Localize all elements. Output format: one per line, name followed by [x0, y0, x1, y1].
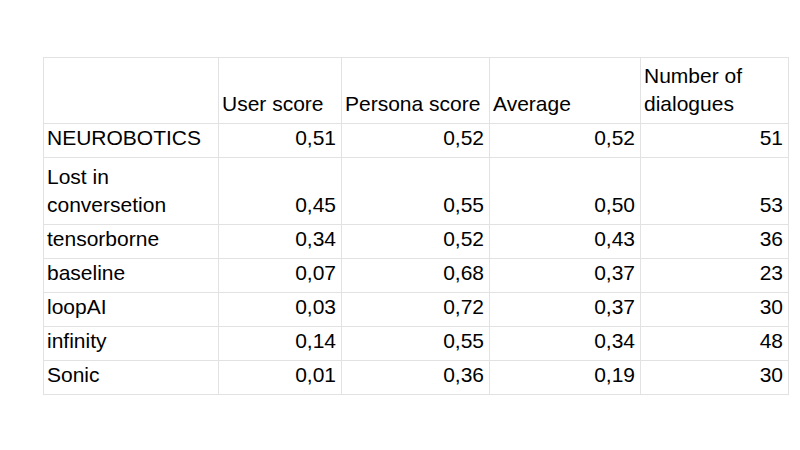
cell-average: 0,37	[490, 293, 641, 327]
page-background: User score Persona score Average Number …	[0, 0, 800, 450]
cell-average: 0,52	[490, 124, 641, 158]
cell-dialogues: 51	[641, 124, 789, 158]
header-cell-dialogues: Number of dialogues	[641, 58, 789, 124]
table-row: Lost in conversetion 0,45 0,55 0,50 53	[44, 158, 789, 225]
header-row: User score Persona score Average Number …	[44, 58, 789, 124]
cell-user-score: 0,45	[219, 158, 342, 225]
cell-persona-score: 0,52	[342, 225, 490, 259]
cell-team-name: baseline	[44, 259, 219, 293]
table-row: tensorborne 0,34 0,52 0,43 36	[44, 225, 789, 259]
table-row: infinity 0,14 0,55 0,34 48	[44, 327, 789, 361]
cell-average: 0,43	[490, 225, 641, 259]
cell-user-score: 0,01	[219, 361, 342, 395]
cell-dialogues: 23	[641, 259, 789, 293]
cell-average: 0,34	[490, 327, 641, 361]
cell-dialogues: 30	[641, 361, 789, 395]
cell-persona-score: 0,52	[342, 124, 490, 158]
cell-user-score: 0,14	[219, 327, 342, 361]
cell-dialogues: 36	[641, 225, 789, 259]
cell-dialogues: 53	[641, 158, 789, 225]
cell-persona-score: 0,36	[342, 361, 490, 395]
cell-team-name: tensorborne	[44, 225, 219, 259]
table-row: NEUROBOTICS 0,51 0,52 0,52 51	[44, 124, 789, 158]
cell-team-name: infinity	[44, 327, 219, 361]
table-row: loopAI 0,03 0,72 0,37 30	[44, 293, 789, 327]
cell-persona-score: 0,55	[342, 327, 490, 361]
cell-dialogues: 30	[641, 293, 789, 327]
cell-user-score: 0,34	[219, 225, 342, 259]
cell-persona-score: 0,55	[342, 158, 490, 225]
cell-persona-score: 0,68	[342, 259, 490, 293]
table-row: baseline 0,07 0,68 0,37 23	[44, 259, 789, 293]
cell-dialogues: 48	[641, 327, 789, 361]
cell-user-score: 0,07	[219, 259, 342, 293]
cell-user-score: 0,51	[219, 124, 342, 158]
results-table: User score Persona score Average Number …	[43, 57, 789, 395]
cell-average: 0,37	[490, 259, 641, 293]
cell-user-score: 0,03	[219, 293, 342, 327]
header-cell-user-score: User score	[219, 58, 342, 124]
header-cell-persona-score: Persona score	[342, 58, 490, 124]
cell-team-name: loopAI	[44, 293, 219, 327]
cell-average: 0,50	[490, 158, 641, 225]
header-cell-average: Average	[490, 58, 641, 124]
cell-persona-score: 0,72	[342, 293, 490, 327]
cell-team-name: NEUROBOTICS	[44, 124, 219, 158]
cell-team-name: Lost in conversetion	[44, 158, 219, 225]
header-cell-name	[44, 58, 219, 124]
cell-team-name: Sonic	[44, 361, 219, 395]
cell-average: 0,19	[490, 361, 641, 395]
table-row: Sonic 0,01 0,36 0,19 30	[44, 361, 789, 395]
